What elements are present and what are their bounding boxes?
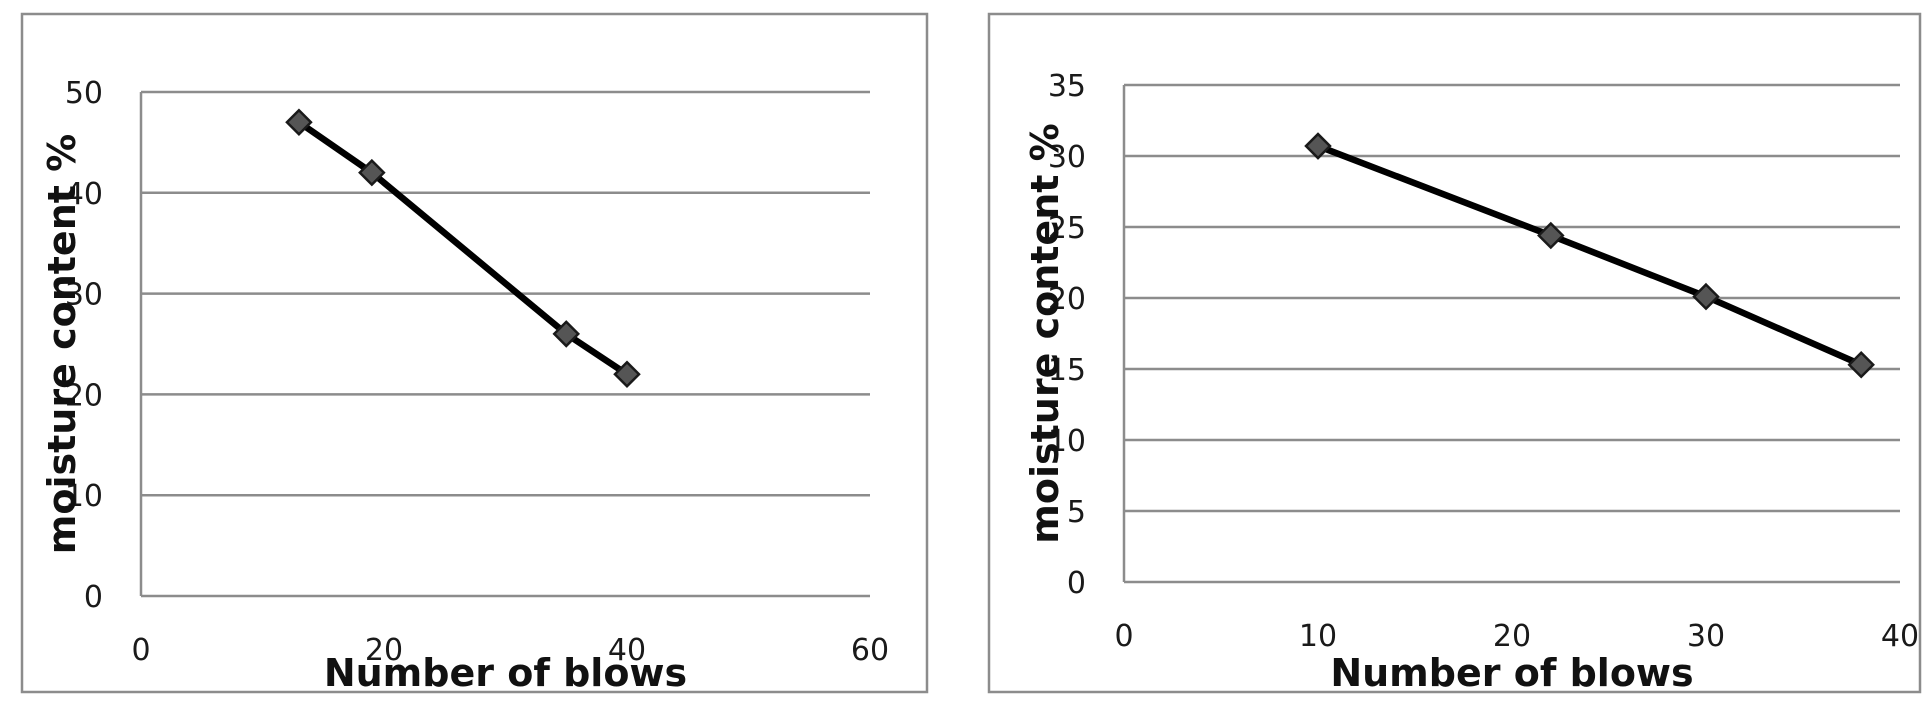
y-tick-label: 10 [1048,424,1086,459]
y-tick-label: 0 [1067,566,1086,601]
x-tick-label: 60 [851,633,889,668]
x-axis-title: Number of blows [324,651,687,695]
x-tick-label: 20 [1493,619,1531,654]
y-axis-title: moisture content % [40,134,84,554]
chart-frame [987,12,1922,694]
y-tick-label: 10 [65,479,103,514]
data-point [1692,282,1720,311]
data-point [1847,350,1875,379]
y-tick-label: 25 [1048,211,1086,246]
chart-1: 0 10 20 30 40 50 0 20 40 60 Number of blows moistur… [20,12,929,695]
y-tick-label: 20 [65,378,103,413]
chart-frame [20,12,929,694]
y-tick-label: 0 [84,580,103,615]
x-tick-label: 40 [608,633,646,668]
y-tick-label: 30 [1048,140,1086,175]
y-tick-label: 15 [1048,353,1086,388]
x-axis-title: Number of blows [1330,651,1693,695]
x-tick-label: 20 [365,633,403,668]
chart-2: 0 5 10 15 20 25 30 35 0 10 20 30 40 Number of blows mo… [987,12,1922,695]
x-tick-label: 10 [1299,619,1337,654]
data-point [613,360,641,389]
x-tick-label: 0 [1114,619,1133,654]
y-tick-label: 35 [1048,69,1086,104]
data-point [285,108,313,137]
y-tick-label: 40 [65,177,103,212]
data-point [358,158,386,187]
y-axis-title: moisture content % [1023,123,1067,543]
x-tick-label: 40 [1881,619,1919,654]
data-point [1304,132,1332,160]
y-tick-label: 20 [1048,282,1086,317]
series-line [295,118,631,378]
y-tick-label: 50 [65,76,103,111]
data-point [552,320,581,348]
data-point [1537,221,1565,250]
x-tick-label: 0 [131,633,150,668]
series-line [1314,142,1865,368]
y-tick-label: 5 [1067,495,1086,530]
x-tick-label: 30 [1687,619,1725,654]
y-tick-label: 30 [65,278,103,313]
